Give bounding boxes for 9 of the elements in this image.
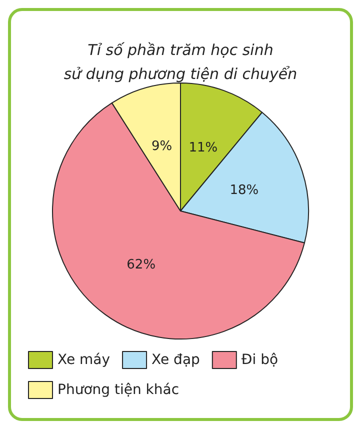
data-label: 62% <box>126 258 156 273</box>
data-label: 18% <box>230 182 259 198</box>
chart-title: Tỉ số phần trăm học sinh sử dụng phương tiện di chuyển <box>64 41 298 83</box>
legend-label: Xe máy <box>58 352 110 368</box>
legend-label: Phương tiện khác <box>58 382 180 398</box>
legend-label: Xe đạp <box>152 352 200 368</box>
data-label: 9% <box>151 139 172 154</box>
data-label: 11% <box>188 140 218 156</box>
legend-label: Đi bộ <box>241 352 278 368</box>
